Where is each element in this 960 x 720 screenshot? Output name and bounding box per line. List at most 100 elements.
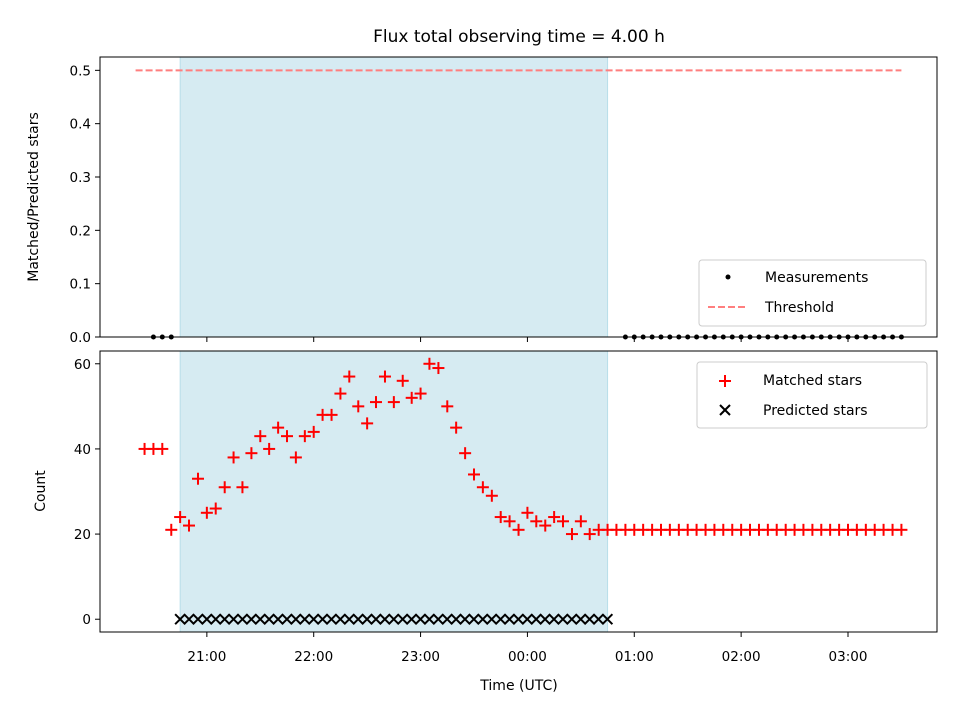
predicted-star-point <box>290 613 302 625</box>
predicted-star-point <box>396 613 409 625</box>
matched-star-point <box>254 430 267 443</box>
bottom-x-tick-label: 21:00 <box>187 649 226 665</box>
matched-star-point <box>565 528 578 541</box>
predicted-star-point <box>263 613 275 625</box>
matched-star-point <box>441 400 454 413</box>
bottom-x-tick-label: 00:00 <box>508 649 547 665</box>
bottom-y-axis-label: Count <box>33 470 49 512</box>
matched-star-point <box>432 362 445 375</box>
bottom-y-tick-label: 20 <box>74 527 91 543</box>
bottom-y-tick-label: 40 <box>74 442 91 458</box>
predicted-star-point <box>441 613 453 625</box>
predicted-star-point <box>281 613 293 625</box>
top-y-tick-label: 0.1 <box>70 277 91 293</box>
matched-star-point <box>325 408 338 421</box>
top-axes-frame <box>99 56 938 338</box>
predicted-star-point <box>414 613 427 625</box>
predicted-star-point <box>379 613 391 625</box>
matched-star-point <box>387 396 400 409</box>
matched-star-point <box>467 468 480 481</box>
predicted-star-point <box>245 613 258 625</box>
matched-star-point <box>539 519 552 532</box>
matched-star-point <box>583 528 596 541</box>
legend-measurements-label: Measurements <box>765 270 868 286</box>
matched-star-point <box>191 472 204 485</box>
predicted-star-point <box>299 613 311 625</box>
top-y-tick-label: 0.4 <box>70 117 91 133</box>
bottom-legend: Matched stars Predicted stars <box>696 361 928 429</box>
legend-matched-marker <box>719 375 731 387</box>
top-y-tick-label: 0.5 <box>70 63 91 79</box>
matched-star-point <box>414 387 427 400</box>
predicted-star-point <box>210 613 222 625</box>
predicted-star-point <box>566 613 578 625</box>
predicted-star-point <box>521 613 533 625</box>
matched-star-point <box>298 430 311 443</box>
legend-predicted-label: Predicted stars <box>763 403 868 419</box>
predicted-star-point <box>485 613 498 625</box>
top-y-tick-label: 0.2 <box>70 223 91 239</box>
matched-star-point <box>396 374 409 387</box>
matched-star-point <box>361 417 374 430</box>
bottom-panel: 0 20 40 60 21:00 22:00 23:00 00:00 01:00 02:00 03… <box>33 350 938 694</box>
predicted-star-point <box>512 613 525 625</box>
predicted-star-point <box>432 613 444 625</box>
bottom-x-tick-label: 23:00 <box>401 649 440 665</box>
bottom-x-tick-label: 02:00 <box>722 649 761 665</box>
matched-star-point <box>485 489 498 502</box>
predicted-star-point <box>388 613 400 625</box>
matched-star-point <box>503 515 516 528</box>
predicted-star-point <box>307 613 320 625</box>
matched-star-point <box>218 481 231 494</box>
matched-star-point <box>476 481 489 494</box>
chart-title: Flux total observing time = 4.00 h <box>373 27 665 47</box>
top-y-axis: 0.0 0.1 0.2 0.3 0.4 0.5 <box>70 63 100 346</box>
matched-star-point <box>521 506 534 519</box>
matched-star-point <box>512 523 525 536</box>
bottom-observing-span <box>179 350 609 633</box>
predicted-star-point <box>503 613 516 625</box>
legend-threshold-label: Threshold <box>764 300 834 316</box>
predicted-star-point <box>218 613 231 625</box>
predicted-star-point <box>494 613 507 625</box>
matched-star-point <box>352 400 365 413</box>
matched-star-point <box>200 506 213 519</box>
predicted-star-point <box>361 613 373 625</box>
bottom-x-tick-label: 03:00 <box>829 649 868 665</box>
predicted-star-point <box>201 613 213 625</box>
matched-star-point <box>156 442 169 455</box>
predicted-star-point <box>468 613 480 625</box>
matched-star-point <box>334 387 347 400</box>
predicted-star-point <box>423 613 436 625</box>
predicted-star-point <box>548 613 560 625</box>
matched-star-point <box>370 396 383 409</box>
predicted-star-point <box>254 613 266 625</box>
predicted-star-point <box>325 613 338 625</box>
predicted-star-point <box>530 613 542 625</box>
matched-star-point <box>272 421 285 434</box>
predicted-star-point <box>343 613 355 625</box>
predicted-star-point <box>450 613 462 625</box>
predicted-star-point <box>583 613 596 625</box>
predicted-star-point <box>183 613 195 625</box>
matched-star-point <box>183 519 196 532</box>
top-panel: 0.0 0.1 0.2 0.3 0.4 0.5 Matched/Predicted sta… <box>26 56 938 346</box>
matched-star-point <box>307 425 320 438</box>
matched-star-point <box>895 523 908 536</box>
predicted-star-point <box>334 613 347 625</box>
matched-star-point <box>574 515 587 528</box>
matched-star-point <box>236 481 249 494</box>
matched-star-point <box>289 451 302 464</box>
legend-measurements-marker <box>725 274 731 280</box>
matched-star-point <box>227 451 240 464</box>
bottom-y-tick-label: 0 <box>82 612 91 628</box>
predicted-star-point <box>557 613 569 625</box>
predicted-star-point <box>236 613 249 625</box>
predicted-star-point <box>601 613 614 625</box>
predicted-star-point <box>174 613 186 625</box>
predicted-star-point <box>192 613 204 625</box>
top-y-axis-label: Matched/Predicted stars <box>26 112 42 282</box>
predicted-star-point <box>477 613 489 625</box>
predicted-star-point <box>370 613 382 625</box>
